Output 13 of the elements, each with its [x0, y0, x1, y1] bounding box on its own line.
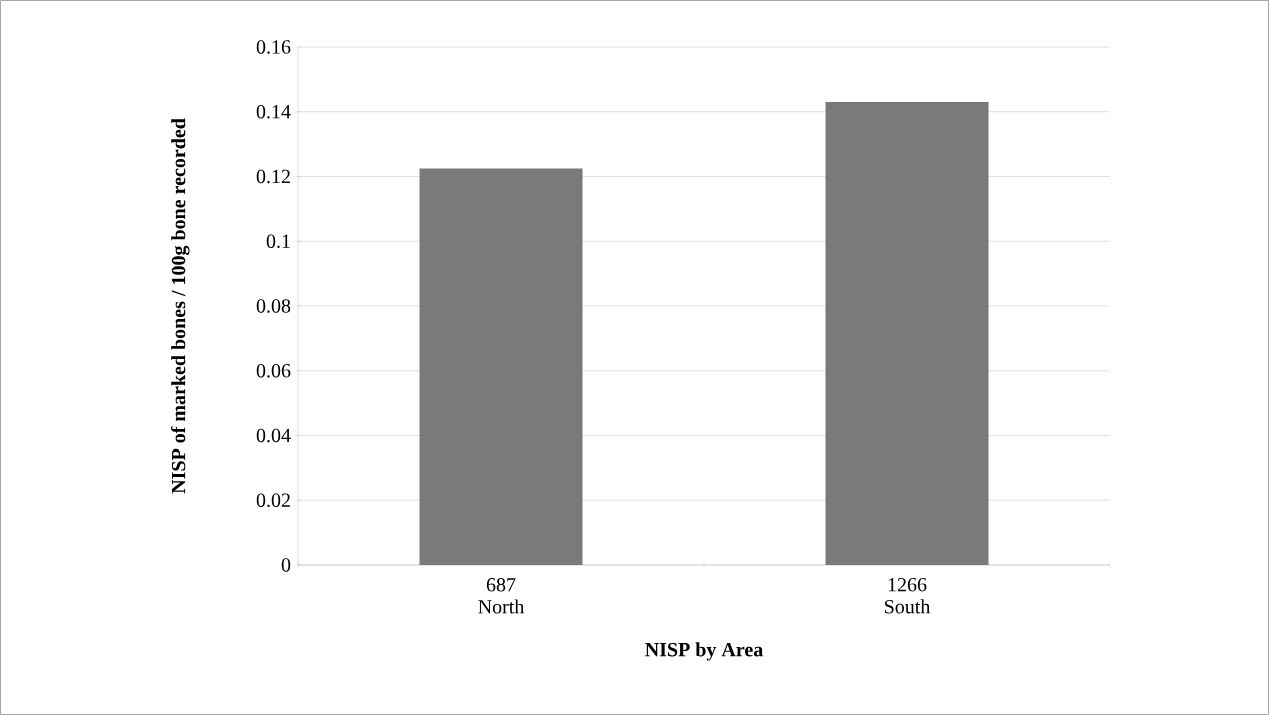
- y-tick-label: 0.1: [266, 234, 290, 249]
- y-tick-label: 0: [281, 558, 291, 572]
- y-tick-label: 0.14: [256, 104, 291, 119]
- y-tick-label: 0.12: [256, 169, 290, 184]
- y-tick-label: 0.06: [256, 363, 291, 378]
- y-tick-label: 0.04: [256, 428, 291, 443]
- x-tick-label: 1266 South: [885, 578, 931, 614]
- x-tick-label: 687 North: [478, 578, 525, 614]
- y-tick-label: 0.16: [256, 40, 291, 54]
- y-axis-title: NISP of marked bones / 100g bone recorded: [171, 118, 190, 494]
- y-tick-label: 0.02: [256, 493, 290, 508]
- x-axis-title: NISP by Area: [645, 642, 763, 661]
- y-tick-label: 0.08: [256, 299, 291, 313]
